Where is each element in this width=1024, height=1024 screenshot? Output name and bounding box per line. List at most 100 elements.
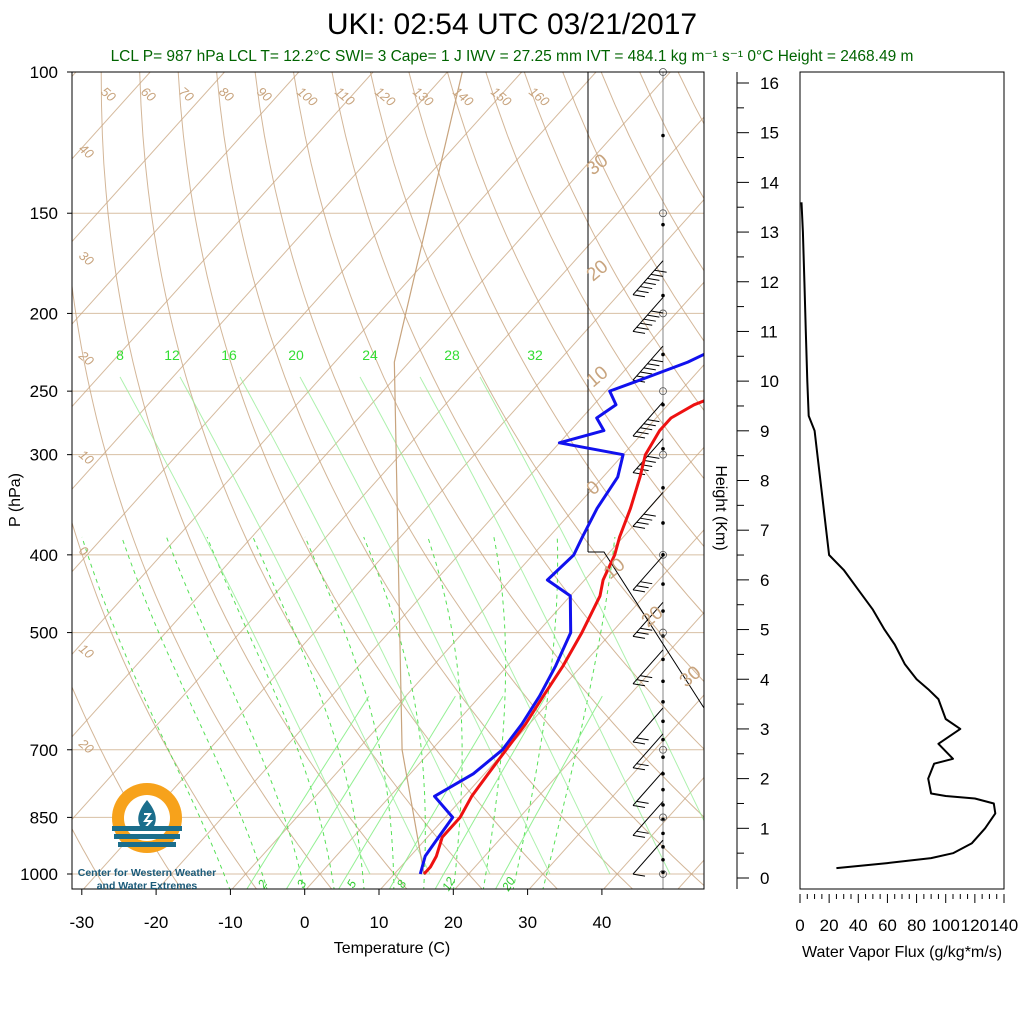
dry-adiabat-line	[446, 72, 704, 548]
height-tick-label: 15	[760, 124, 779, 143]
wind-barb-flag	[647, 277, 660, 281]
isotherm-line	[72, 72, 300, 325]
wind-barb-shaft	[632, 707, 664, 743]
wind-barb-flag	[647, 363, 660, 367]
wind-barb-flag	[640, 322, 653, 326]
wind-barb-shaft	[632, 438, 664, 473]
isotherm-line	[82, 198, 704, 889]
moist-adiabat-line	[252, 536, 365, 889]
wind-level-dot	[661, 553, 665, 557]
wind-barb	[632, 649, 664, 687]
flux-tick-label: 0	[795, 916, 804, 935]
mixing-ratio-label: 24	[362, 347, 378, 363]
wind-barb-flag	[636, 763, 649, 767]
isotherm-line	[603, 776, 704, 889]
plot-frame	[71, 71, 705, 890]
height-tick-label: 14	[760, 173, 779, 192]
moist-adiabat-line	[542, 536, 616, 889]
parcel-line	[393, 72, 463, 875]
isotherm-line	[157, 281, 704, 889]
wind-barb-shaft	[632, 555, 664, 591]
wind-barb-flag	[636, 326, 649, 330]
x-tick-label: 10	[370, 913, 389, 932]
flux-tick-label: 20	[820, 916, 839, 935]
flux-tick-label: 60	[878, 916, 897, 935]
wind-barb-flag	[632, 683, 646, 687]
mixing-ratio-label: 5	[344, 877, 360, 890]
mixing-ratio-line	[495, 695, 603, 889]
wind-level-dot	[661, 787, 665, 792]
wind-calm-circle	[659, 309, 667, 318]
moist-adiabat-line	[427, 536, 463, 889]
wind-level-dot	[661, 133, 665, 138]
wind-barb-flag	[632, 873, 646, 877]
isotherm-line	[0, 72, 2, 891]
wind-barb-flag	[636, 290, 649, 294]
mixing-ratio-label: 32	[527, 347, 543, 363]
moist-adiabat-line	[482, 536, 507, 889]
isotherm-line	[528, 694, 704, 889]
wind-barb-flag	[636, 631, 649, 635]
wind-barb-shaft	[632, 401, 664, 437]
mixing-ratio-curve	[239, 376, 491, 875]
y-tick-label: 300	[30, 446, 58, 465]
flux-tick-label: 100	[932, 916, 960, 935]
wind-barb	[632, 733, 664, 771]
height-tick-label: 6	[760, 571, 769, 590]
wind-calm-circle	[659, 550, 667, 559]
wind-barb-flag	[643, 423, 656, 427]
wind-barb-flag	[640, 371, 653, 375]
wind-barb-shaft	[632, 260, 664, 296]
dry-adiabat-line	[408, 72, 704, 615]
isotherm-line	[72, 72, 671, 738]
dry-adiabat-line	[331, 72, 704, 750]
wind-barb-flag	[632, 589, 646, 593]
dry-adiabat-line	[677, 72, 704, 125]
x-tick-label: 40	[592, 913, 611, 932]
wind-barb-flag	[647, 314, 660, 318]
wind-barb-shaft	[632, 801, 664, 836]
wind-barb	[632, 771, 664, 808]
mixing-ratio-label: 8	[116, 347, 124, 363]
dry-adiabat-line	[600, 72, 704, 272]
dry-adiabat-line	[72, 685, 182, 889]
wind-level-dot	[661, 831, 665, 836]
adiabat-label: 0	[76, 543, 92, 560]
adiabat-label: 150	[488, 84, 515, 110]
wind-barb-flag	[632, 294, 646, 298]
wind-barb-flag	[650, 310, 664, 314]
y-axis-title: P (hPa)	[7, 473, 24, 527]
mixing-ratio-curve	[299, 376, 551, 875]
wind-barb-shaft	[632, 649, 664, 685]
height-tick-label: 16	[760, 74, 779, 93]
chart-subtitle: LCL P= 987 hPa LCL T= 12.2°C SWI= 3 Cape…	[110, 48, 914, 65]
flux-tick-label: 120	[961, 916, 989, 935]
wind-level-dot	[661, 737, 665, 742]
wind-calm-circle	[659, 387, 667, 396]
dry-adiabat-line	[293, 72, 704, 818]
mixing-ratio-line	[338, 695, 456, 889]
flux-tick-label: 80	[907, 916, 926, 935]
wind-barb-flag	[632, 767, 646, 771]
adiabat-label: 40	[76, 141, 97, 162]
dry-adiabat-line	[755, 72, 1024, 891]
isotherm-line	[72, 72, 448, 490]
wind-barb-flag	[647, 455, 660, 459]
wind-level-dot	[661, 293, 665, 298]
x-tick-label: 30	[518, 913, 537, 932]
wind-barb-shaft	[632, 297, 664, 332]
logo-drop-icon	[138, 800, 156, 831]
mixing-ratio-label: 28	[444, 347, 460, 363]
wind-calm-circle	[659, 813, 667, 822]
wind-level-dot	[661, 609, 665, 613]
wind-barb-flag	[632, 435, 646, 439]
wind-barb-shaft	[632, 839, 664, 875]
wind-calm-circle	[659, 209, 667, 218]
dry-adiabat-line	[369, 72, 704, 683]
x-tick-label: -20	[144, 913, 169, 932]
wind-barb	[632, 297, 664, 334]
wind-barb-flag	[643, 459, 656, 463]
adiabat-label: 110	[332, 84, 358, 109]
dry-adiabat-line	[100, 72, 408, 889]
wind-barb-flag	[632, 472, 646, 476]
